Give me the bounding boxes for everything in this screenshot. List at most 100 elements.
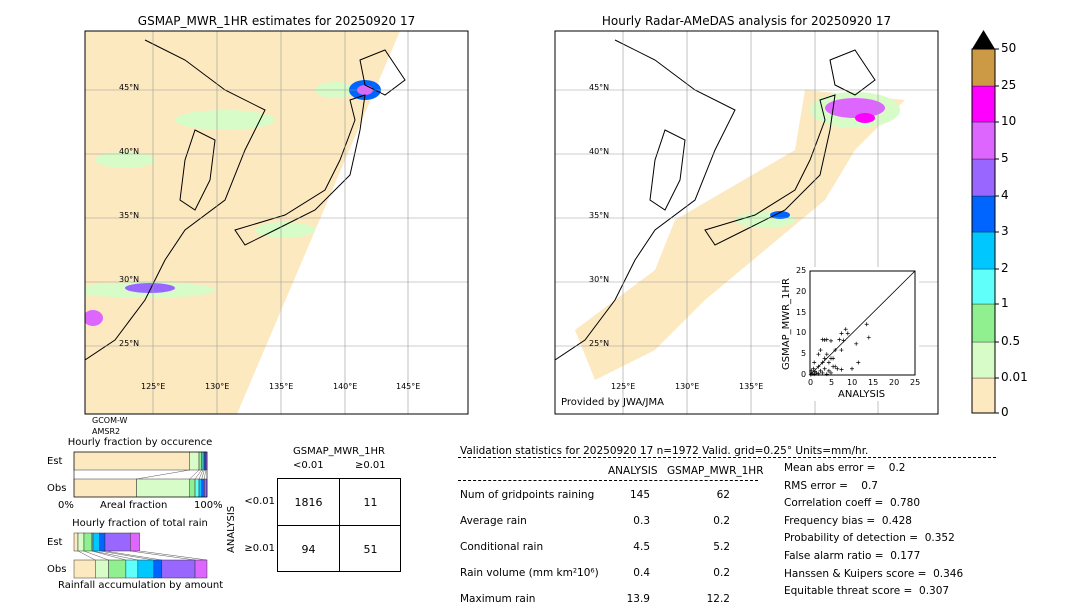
occurrence-obs-segment: [189, 478, 196, 498]
lat-label: 25°N: [119, 339, 139, 348]
map-content: [85, 31, 468, 414]
stat-analysis-value: 13.9: [626, 593, 650, 605]
satellite-label-1: GCOM-W: [92, 416, 128, 425]
lon-label: 125°E: [141, 382, 165, 391]
lon-label: 125°E: [611, 382, 635, 391]
stat-gsmap-value: 0.2: [713, 567, 730, 579]
scatter-point: [818, 368, 823, 373]
lat-label: 45°N: [119, 83, 139, 92]
scatter-xtick: 25: [910, 378, 921, 387]
coastline-hokkaido: [359, 49, 406, 96]
data-credit: Provided by JWA/JMA: [561, 397, 664, 408]
right-map: 45°N 40°N 35°N 30°N 25°N 125°E 130°E 135°E: [554, 30, 939, 415]
stats-col-divider: [458, 480, 758, 481]
rainfrac-est-segment: [104, 532, 131, 552]
occurrence-connector: [201, 469, 205, 480]
scatter-xlabel: ANALYSIS: [838, 389, 886, 400]
scatter-point: [824, 352, 829, 357]
stat-gsmap-value: 5.2: [713, 541, 730, 553]
colorbar-label: 4: [1001, 188, 1009, 202]
scatter-point: [813, 369, 818, 374]
rainfrac-obs-segment: [137, 559, 155, 579]
colorbar-label: 5: [1001, 151, 1009, 165]
scatter-point: [835, 366, 840, 371]
stats-col-gsmap: GSMAP_MWR_1HR: [667, 465, 764, 477]
scatter-point: [864, 322, 869, 327]
coastline-japan: [704, 94, 836, 246]
scatter-ytick: 10: [796, 328, 807, 338]
colorbar-segment: [971, 377, 996, 414]
rainfrac-connector: [99, 550, 154, 561]
stat-gsmap-value: 0.2: [713, 515, 730, 527]
rainfrac-connector: [139, 550, 208, 561]
colorbar-segment: [971, 158, 996, 197]
rainfrac-obs-segment: [153, 559, 163, 579]
left-map-title: GSMAP_MWR_1HR estimates for 20250920 17: [137, 14, 416, 28]
scatter-point: [839, 331, 844, 336]
rainfrac-obs-segment: [73, 559, 96, 579]
occ-est-label: Est: [47, 456, 63, 467]
colorbar-segment: [971, 341, 996, 379]
scatter-point: [829, 338, 833, 343]
map-content: [555, 31, 938, 414]
occ-xlabel: Areal fraction: [100, 500, 168, 511]
score-line: False alarm ratio = 0.177: [784, 550, 921, 562]
occurrence-est-segment: [198, 451, 202, 471]
colorbar-label: 50: [1001, 41, 1017, 55]
left-map: 45°N 40°N 35°N 30°N 25°N 125°E 130°E 135°E 140°E…: [84, 30, 469, 415]
rainfrac-obs-segment: [108, 559, 127, 579]
cell-miss: 94: [301, 543, 316, 556]
rainfrac-est-segment: [99, 532, 106, 552]
coastline-china: [555, 39, 736, 361]
occurrence-est-segment: [73, 451, 190, 471]
stat-analysis-value: 145: [629, 489, 650, 501]
rainfrac-est-segment: [130, 532, 140, 552]
occurrence-obs-segment: [198, 478, 202, 498]
contingency-title: GSMAP_MWR_1HR: [293, 446, 385, 457]
colorbar-frame: [971, 48, 996, 414]
scatter-point: [822, 356, 827, 361]
score-line: Correlation coeff = 0.780: [784, 497, 920, 510]
scatter-point: [845, 331, 850, 336]
scatter-point: [820, 337, 825, 342]
scatter-point: [843, 327, 848, 332]
rain-cell: [770, 211, 790, 219]
colorbar-label: 10: [1001, 114, 1017, 128]
score-line: RMS error = 0.7: [784, 479, 878, 492]
scatter-xtick: 10: [847, 378, 858, 387]
col-header-ge: ≥0.01: [355, 460, 386, 471]
scatter-point: [820, 370, 825, 375]
colorbar-segment: [971, 268, 996, 305]
lon-label: 130°E: [205, 382, 229, 391]
map-frame: [554, 30, 939, 415]
colorbar-label: 0: [1001, 405, 1009, 419]
stat-gsmap-value: 12.2: [706, 593, 730, 605]
rain-cell: [125, 283, 175, 293]
scatter-xtick: 5: [829, 378, 835, 387]
colorbar-extend-triangle: [972, 30, 995, 49]
rainfrac-connector: [91, 550, 126, 561]
occurrence-connector: [204, 469, 206, 480]
row-header-ge: ≥0.01: [244, 543, 275, 554]
lat-label: 40°N: [589, 147, 609, 156]
scatter-point: [809, 368, 814, 373]
scatter-ytick: 5: [801, 349, 807, 359]
stats-col-analysis: ANALYSIS: [608, 465, 658, 477]
colorbar-segment: [971, 231, 996, 270]
lat-label: 40°N: [119, 147, 139, 156]
row-axis-label: ANALYSIS: [226, 505, 237, 553]
stat-label: Conditional rain: [460, 541, 544, 553]
occ-x-left: 0%: [58, 500, 74, 511]
scatter-point: [818, 348, 823, 353]
colorbar-label: 0.5: [1001, 334, 1021, 348]
coastline-hokkaido: [829, 49, 876, 96]
swath-area: [85, 31, 400, 414]
scatter-point: [856, 360, 861, 365]
scatter-point: [810, 371, 815, 376]
scatter-ytick: 25: [796, 266, 807, 275]
scatter-point: [866, 335, 871, 340]
colorbar-segment: [971, 195, 996, 233]
colorbar-label: 2: [1001, 261, 1009, 275]
rainfrac-obs-segment: [161, 559, 196, 579]
